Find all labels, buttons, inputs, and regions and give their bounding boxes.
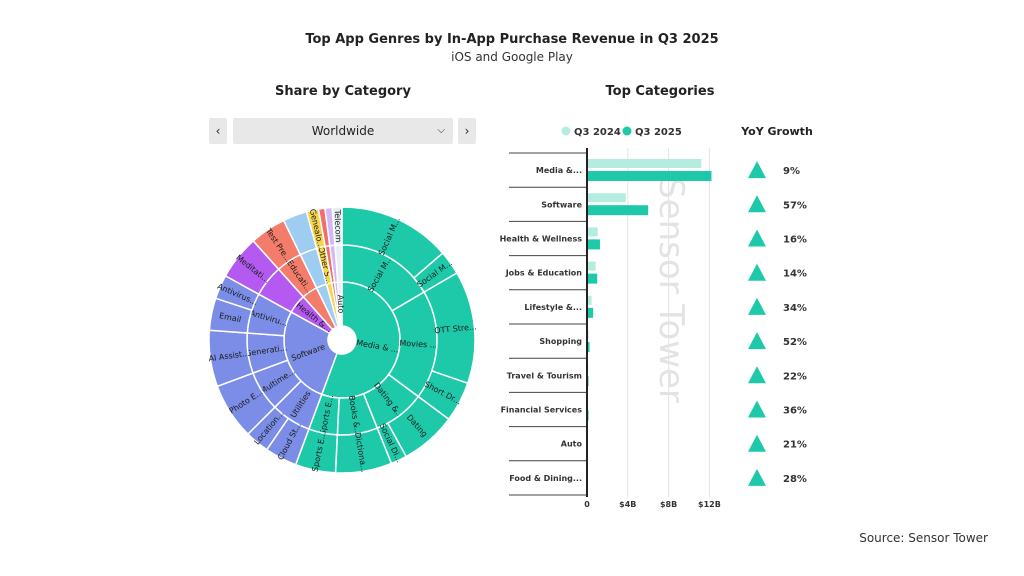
bar-q3-2025[interactable] [587,171,712,181]
bar-q3-2025[interactable] [587,205,649,216]
bar-chart: 0 $4B $8B $12B Q3 2024 Q3 2025 YoY Growth Media… [500,125,813,509]
category-label: Auto [561,440,583,449]
bar-q3-2025[interactable] [587,342,590,352]
yoy-growth-value: 34% [783,303,807,314]
sunburst-segment-label: Email [218,311,242,324]
up-arrow-icon [748,400,766,418]
up-arrow-icon [748,434,766,452]
bar-q3-2024[interactable] [587,159,702,168]
sunburst-category-label: Auto [336,295,346,314]
yoy-growth-value: 57% [783,200,807,211]
yoy-growth-value: 22% [783,371,807,382]
category-label: Financial Services [501,406,583,415]
yoy-title: YoY Growth [740,125,813,138]
chevron-down-icon: ⌵ [437,125,445,136]
bar-q3-2024[interactable] [587,193,626,203]
legend-label-q3-2024: Q3 2024 [574,127,621,138]
bar-q3-2025[interactable] [587,239,600,250]
legend-label-q3-2025: Q3 2025 [635,127,682,138]
category-label: Shopping [539,337,582,346]
bar-q3-2025[interactable] [587,273,598,284]
watermark: Sensor Tower [651,177,691,403]
up-arrow-icon [748,263,766,281]
region-dropdown[interactable]: Worldwide ⌵ [233,118,453,144]
yoy-growth-value: 21% [783,440,807,451]
category-label: Food & Dining... [509,474,582,483]
yoy-growth-value: 36% [783,406,807,417]
x-tick-label: $4B [619,500,636,509]
up-arrow-icon [748,161,766,179]
legend-marker-q3-2024 [561,126,571,136]
sunburst-segment[interactable] [331,206,343,247]
sunburst-segment-label: Telecom [333,209,343,243]
chevron-right-icon[interactable]: › [458,118,476,144]
bar-q3-2024[interactable] [587,261,596,271]
region-value: Worldwide [311,124,375,138]
yoy-growth-value: 14% [783,269,807,280]
sunburst-subcategory-label: Movies ... [399,339,437,350]
yoy-growth-value: 52% [783,337,807,348]
category-label: Media &... [536,166,582,175]
up-arrow-icon [748,229,766,247]
chart-title: Top App Genres by In-App Purchase Revenu… [305,32,719,47]
category-label: Lifestyle &... [524,303,582,312]
up-arrow-icon [748,332,766,350]
x-tick-label: 0 [584,500,590,509]
up-arrow-icon [748,366,766,384]
up-arrow-icon [748,297,766,315]
source-note: Source: Sensor Tower [859,531,988,545]
category-label: Jobs & Education [505,269,583,278]
yoy-growth-value: 9% [783,166,800,177]
sunburst-segment-label: OTT Stre... [434,322,477,335]
x-tick-label: $8B [660,500,677,509]
chart-subtitle: iOS and Google Play [451,50,573,64]
up-arrow-icon [748,468,766,486]
bar-q3-2025[interactable] [587,307,594,318]
category-label: Travel & Tourism [507,371,582,380]
chevron-left-icon[interactable]: ‹ [209,118,227,144]
legend-marker-q3-2025 [622,126,632,136]
category-label: Health & Wellness [500,235,583,244]
top-categories-title: Top Categories [605,84,715,99]
sunburst-chart: Media & ...Social M...Social M...Social … [208,206,477,474]
share-by-category-title: Share by Category [275,84,411,99]
bar-q3-2024[interactable] [587,295,592,305]
x-tick-label: $12B [698,500,721,509]
category-label: Software [541,200,582,209]
bar-q3-2024[interactable] [587,227,598,237]
yoy-growth-value: 28% [783,474,807,485]
yoy-growth-value: 16% [783,235,807,246]
up-arrow-icon [748,195,766,213]
